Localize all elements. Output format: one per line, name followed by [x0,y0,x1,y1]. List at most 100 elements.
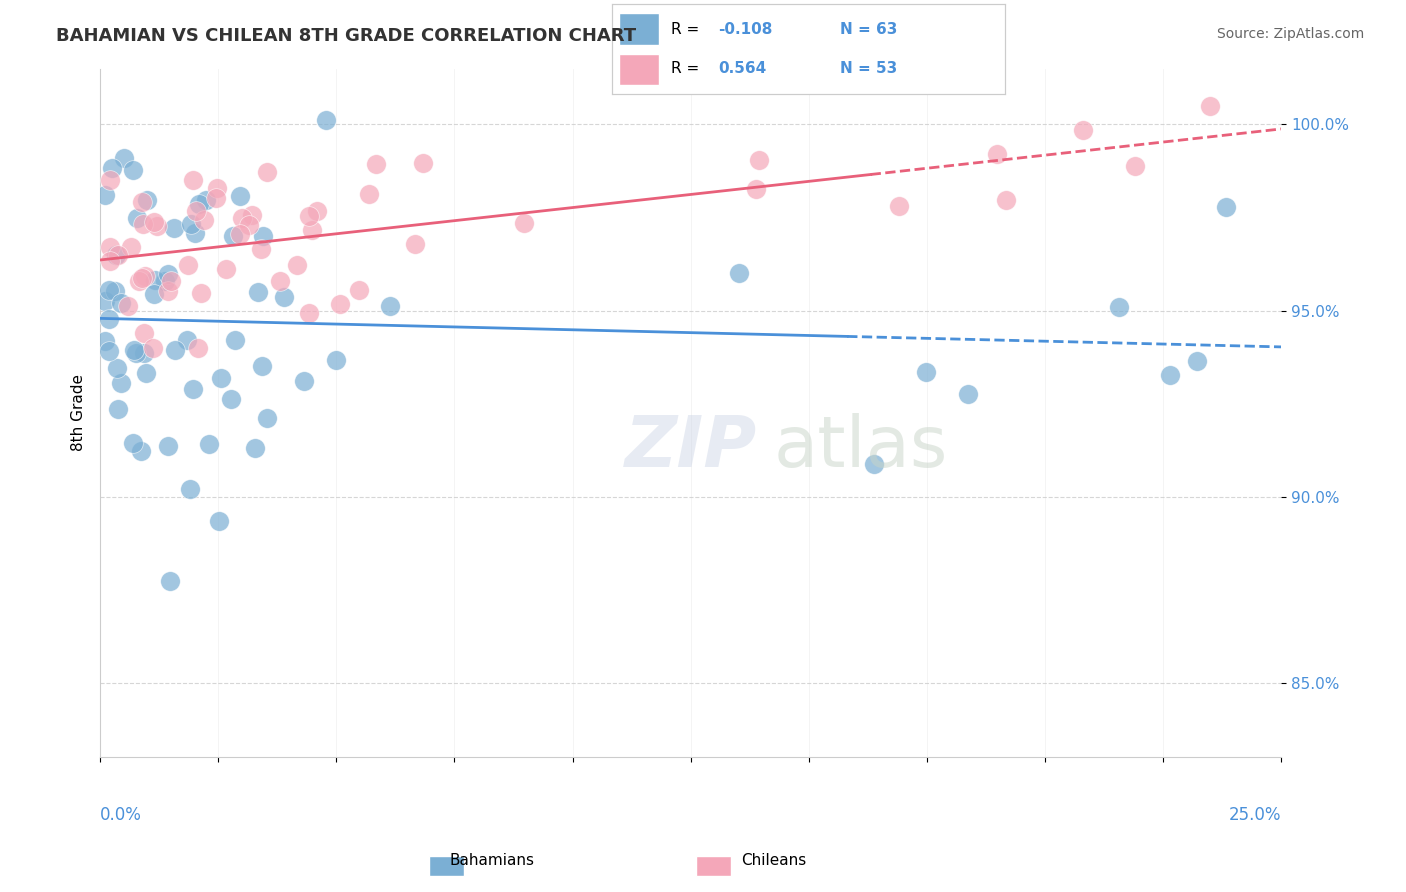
Chileans [134,326,156,340]
Bahamians [136,194,159,208]
Chileans [204,191,226,205]
Bahamians [142,286,165,301]
Chileans [349,283,371,297]
Chileans [231,211,253,225]
Text: BAHAMIAN VS CHILEAN 8TH GRADE CORRELATION CHART: BAHAMIAN VS CHILEAN 8TH GRADE CORRELATIO… [56,27,637,45]
Bahamians [184,226,207,240]
Chileans [986,147,1008,161]
Bahamians [243,442,266,456]
Bahamians [121,163,143,178]
Chileans [240,208,263,222]
Chileans [186,203,208,218]
Bahamians [247,285,270,299]
Bahamians [94,293,117,308]
Chileans [297,306,319,320]
FancyBboxPatch shape [620,13,659,45]
Text: ZIP: ZIP [624,413,756,482]
Text: 0.0%: 0.0% [100,805,142,823]
Bahamians [105,361,128,376]
Chileans [156,285,179,299]
Chileans [215,262,238,277]
Bahamians [315,112,337,127]
Bahamians [198,437,221,451]
Bahamians [122,343,145,358]
Bahamians [98,343,121,358]
Bahamians [159,574,181,588]
Bahamians [176,334,198,348]
Bahamians [180,217,202,231]
Chileans [134,269,156,284]
Bahamians [209,370,232,384]
Bahamians [107,402,129,417]
Chileans [160,274,183,288]
Chileans [887,199,910,213]
Text: N = 53: N = 53 [839,62,897,76]
Chileans [1199,99,1222,113]
Chileans [359,187,381,202]
Bahamians [94,187,117,202]
Chileans [120,240,142,254]
Bahamians [181,382,204,396]
Chileans [238,219,260,233]
Bahamians [143,272,166,286]
Chileans [744,182,766,196]
Chileans [98,173,121,187]
Chileans [117,299,139,313]
Bahamians [207,514,229,528]
Bahamians [104,284,127,298]
Bahamians [129,443,152,458]
Text: 25.0%: 25.0% [1229,805,1281,823]
Chileans [131,195,153,210]
Chileans [748,153,770,167]
Bahamians [378,299,401,313]
Chileans [177,258,200,272]
Chileans [1123,159,1146,173]
Chileans [301,222,323,236]
Text: atlas: atlas [773,413,948,482]
Bahamians [224,333,246,347]
Chileans [98,253,121,268]
Bahamians [252,229,274,244]
Bahamians [292,374,315,388]
Bahamians [97,312,120,326]
Chileans [298,209,321,223]
Bahamians [163,220,186,235]
Bahamians [98,283,121,297]
Text: Source: ZipAtlas.com: Source: ZipAtlas.com [1216,27,1364,41]
Chileans [995,193,1018,207]
Text: R =: R = [671,62,704,76]
Bahamians [155,274,177,288]
Bahamians [273,290,295,304]
Bahamians [110,296,132,310]
Bahamians [195,193,218,207]
Bahamians [165,343,187,357]
Chileans [142,341,165,355]
Chileans [98,240,121,254]
Chileans [229,227,252,241]
Bahamians [727,266,749,280]
Chileans [412,155,434,169]
Bahamians [1108,301,1130,315]
Bahamians [157,267,180,281]
Chileans [305,203,328,218]
Bahamians [134,346,156,360]
Chileans [366,156,388,170]
Bahamians [100,161,122,175]
Bahamians [1159,368,1181,382]
Chileans [329,297,352,311]
Text: R =: R = [671,22,704,37]
Text: 0.564: 0.564 [718,62,766,76]
Bahamians [250,359,273,373]
FancyBboxPatch shape [620,54,659,85]
Chileans [250,242,273,256]
Chileans [131,270,153,285]
Bahamians [122,436,145,450]
Bahamians [112,151,135,165]
Bahamians [104,248,127,262]
Bahamians [179,482,201,496]
Chileans [404,236,426,251]
Bahamians [915,365,938,379]
Bahamians [1215,200,1237,214]
Bahamians [228,189,250,203]
Bahamians [94,334,117,348]
